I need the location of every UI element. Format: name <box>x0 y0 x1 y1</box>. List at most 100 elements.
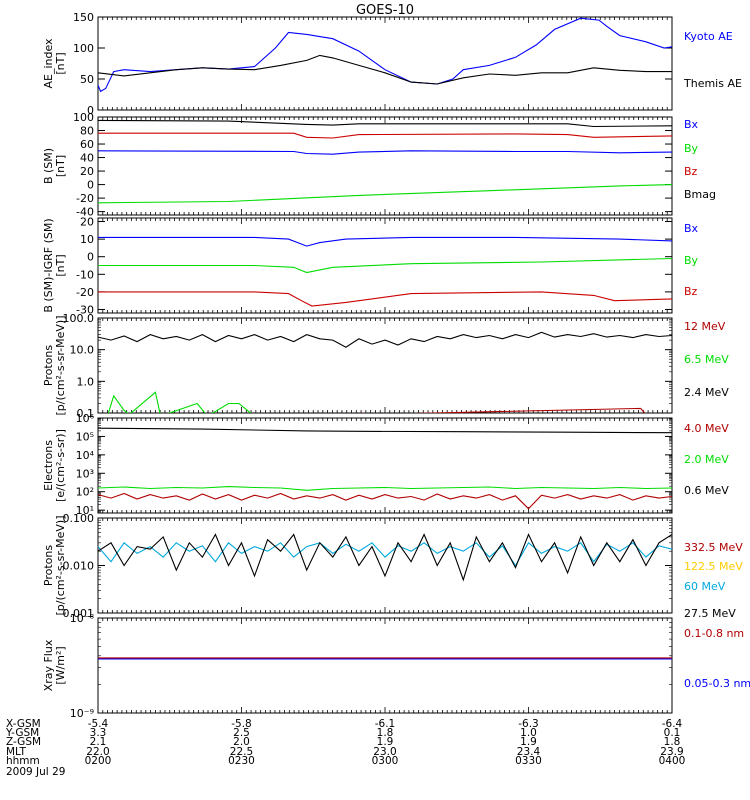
y-tick-label: 20 <box>80 216 94 229</box>
legend-themis-ae: Themis AE <box>683 77 742 90</box>
legend-0-05-0-3-nm: 0.05-0.3 nm <box>684 677 750 690</box>
series-line-bx <box>98 150 672 155</box>
legend-by: By <box>684 142 699 155</box>
panel-frame <box>97 317 673 414</box>
footer-row-label: hhmm <box>6 755 40 767</box>
y-tick-label: 1.0 <box>77 375 95 388</box>
footer-value: 2.0 <box>233 736 250 748</box>
series-line-bz <box>98 132 672 139</box>
series-line-4-0-mev <box>98 492 672 510</box>
footer-value: 0300 <box>372 755 399 767</box>
series-line-kyoto-ae <box>98 17 672 93</box>
legend-2-4-mev: 2.4 MeV <box>684 386 729 399</box>
y-tick-label: 10⁶ <box>76 412 95 425</box>
footer-value: -5.8 <box>231 718 252 730</box>
y-tick-label: -40 <box>76 206 94 219</box>
footer-value: 0400 <box>659 755 686 767</box>
series-line-bmag <box>98 119 672 128</box>
y-tick-label: 10⁻⁸ <box>70 612 95 625</box>
series-line-27-5-mev <box>98 533 672 582</box>
y-axis-label: Electrons[e/(cm²-s-sr)] <box>42 429 67 502</box>
y-tick-label: 100.0 <box>63 312 95 325</box>
footer-value: 2.5 <box>233 727 250 739</box>
y-axis-label-line: B (SM) <box>42 148 55 184</box>
series-line-2-4-mev <box>98 331 672 348</box>
y-tick-label: 0.001 <box>63 607 95 620</box>
y-axis-label: B (SM)-IGRF (SM)[nT] <box>42 218 67 312</box>
legend-0-6-mev: 0.6 MeV <box>684 484 729 497</box>
legend-bx: Bx <box>684 118 699 131</box>
y-axis-label: AE_index[nT] <box>42 38 67 89</box>
legend-bz: Bz <box>684 165 698 178</box>
legend-0-1-0-8-nm: 0.1-0.8 nm <box>684 627 744 640</box>
y-tick-label: 10¹ <box>76 504 94 517</box>
panel-7: 10⁻⁹ 10⁻⁸ Xray Flux[W/m²] 0.1-0.8 nm 0.05-0.… <box>42 612 750 720</box>
y-axis-label-line: [nT] <box>54 155 67 177</box>
y-tick-label: 60 <box>80 138 94 151</box>
y-tick-label: 150 <box>73 11 94 24</box>
panel-frame <box>97 16 673 111</box>
y-axis-label-line: [e/(cm²-s-sr)] <box>54 429 67 502</box>
legend-bx: Bx <box>684 222 699 235</box>
y-axis-label-line: [nT] <box>54 52 67 74</box>
footer-date: 2009 Jul 29 <box>6 766 65 778</box>
footer-value: -6.4 <box>662 718 683 730</box>
y-axis-label-line: [p/(cm²-s-sr-MeV)] <box>54 316 67 416</box>
legend-122-5-mev: 122.5 MeV <box>684 560 743 573</box>
footer-row-label: Y-GSM <box>5 727 39 739</box>
footer-value: 22.5 <box>230 746 253 758</box>
y-tick-label: 10⁻⁹ <box>70 707 94 720</box>
footer-value: 23.4 <box>517 746 541 758</box>
y-tick-label: 0 <box>87 104 94 117</box>
legend-kyoto-ae: Kyoto AE <box>684 30 733 43</box>
y-tick-label: 100 <box>73 42 94 55</box>
series-line-2-0-mev <box>98 486 672 491</box>
footer-value: 0230 <box>228 755 255 767</box>
y-axis-label-line: AE_index <box>42 38 55 89</box>
series-line-0-6-mev <box>98 427 672 434</box>
plot-title: GOES-10 <box>356 3 414 18</box>
panel-frame <box>97 116 673 216</box>
legend-bz: Bz <box>684 285 698 298</box>
y-axis-label: Protons[p/(cm²-s-sr-MeV)] <box>42 516 67 616</box>
series-line-bx <box>98 236 672 247</box>
y-axis-label-line: Protons <box>42 345 55 386</box>
y-axis-label-line: [W/m²] <box>54 646 67 684</box>
legend-bmag: Bmag <box>684 188 716 201</box>
panel-4: 0.11.010.0100.0Protons[p/(cm²-s-sr-MeV)]… <box>42 312 729 420</box>
footer-row-label: MLT <box>6 746 26 758</box>
y-tick-label: 100 <box>73 111 94 124</box>
y-tick-label: 40 <box>80 152 94 165</box>
footer-value: 1.0 <box>520 727 537 739</box>
y-tick-label: 0.010 <box>63 560 95 573</box>
legend-2-0-mev: 2.0 MeV <box>684 453 729 466</box>
panel-1: 0 50 100 150 AE_index[nT] Kyoto AE Themis AE <box>42 11 742 117</box>
y-tick-label: -20 <box>76 192 94 205</box>
series-line-by <box>98 257 672 274</box>
panel-frame <box>97 617 673 714</box>
y-axis-label-line: [p/(cm²-s-sr-MeV)] <box>54 516 67 616</box>
y-axis-label-line: B (SM)-IGRF (SM) <box>42 218 55 312</box>
series-line-by <box>98 184 672 204</box>
footer-value: 3.3 <box>90 727 107 739</box>
y-tick-label: 10² <box>76 486 94 499</box>
legend-4-0-mev: 4.0 MeV <box>684 422 729 435</box>
footer-value: -6.3 <box>518 718 539 730</box>
footer-value: -5.4 <box>88 718 109 730</box>
series-line-bz <box>98 291 672 307</box>
panel-3: -30 -20 -10 0 10 20 B (SM)-IGRF (SM)[nT] Bx By Bz <box>42 216 699 317</box>
panel-5: 10¹ 10² 10³ 10⁴ 10⁵ 10⁶ Electrons[e/(cm²-s-sr)… <box>42 412 729 517</box>
y-tick-label: 50 <box>80 73 94 86</box>
footer-value: 23.0 <box>373 746 396 758</box>
y-tick-label: 10⁵ <box>76 430 94 443</box>
y-axis-label-line: Protons <box>42 545 55 586</box>
footer-value: 1.8 <box>377 727 394 739</box>
y-tick-label: 20 <box>80 165 94 178</box>
footer-value: 23.9 <box>660 746 683 758</box>
y-tick-label: 0 <box>87 179 94 192</box>
y-tick-label: 10⁴ <box>76 449 95 462</box>
legend-6-5-mev: 6.5 MeV <box>684 353 729 366</box>
legend-332-5-mev: 332.5 MeV <box>684 541 743 554</box>
y-tick-label: 10³ <box>76 467 94 480</box>
